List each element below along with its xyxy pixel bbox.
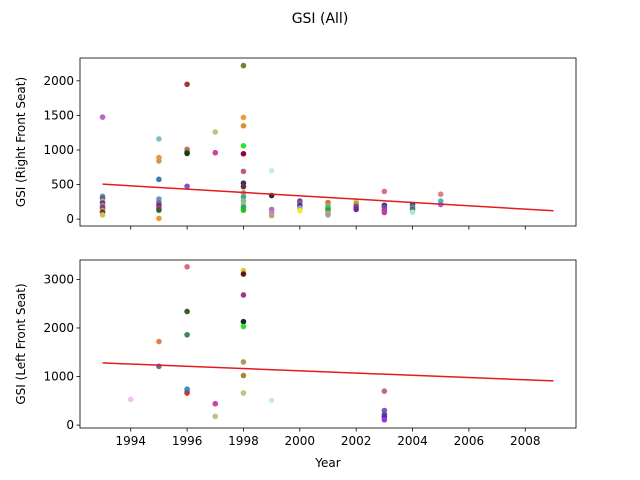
- y-tick-label: 3000: [43, 272, 74, 286]
- chart-left-front-seat: 0 1000 2000 3000 1994 1996 1998 2000 2002 2004 200…: [14, 259, 577, 470]
- data-point: [184, 150, 190, 157]
- plot-frame: [79, 259, 577, 429]
- data-point: [240, 323, 247, 330]
- data-point: [184, 81, 190, 88]
- data-point: [212, 400, 219, 407]
- data-point: [156, 338, 162, 345]
- data-point: [99, 212, 106, 218]
- x-tick-label: 2002: [341, 434, 372, 448]
- x-axis-label: Year: [314, 456, 340, 470]
- x-tick-label: 1996: [172, 434, 203, 448]
- y-tick-label: 500: [51, 178, 74, 192]
- data-point: [268, 167, 275, 174]
- data-point: [240, 194, 247, 200]
- y-tick-label: 0: [66, 418, 74, 432]
- data-point: [240, 62, 247, 69]
- x-tick-label: 1998: [228, 434, 259, 448]
- y-tick-label: 1000: [43, 143, 74, 157]
- x-tick-label: 1994: [115, 434, 146, 448]
- data-point: [297, 207, 303, 214]
- data-point: [212, 413, 219, 420]
- data-point: [156, 207, 162, 213]
- data-point: [240, 359, 247, 365]
- plot-frame: [79, 57, 577, 227]
- y-axis-label: GSI (Left Front Seat): [14, 283, 28, 404]
- y-tick-label: 2000: [43, 321, 74, 335]
- data-point: [184, 308, 190, 315]
- data-point: [156, 176, 162, 183]
- x-tick-label: 2006: [454, 434, 485, 448]
- data-point: [381, 416, 388, 423]
- data-point: [240, 271, 247, 277]
- data-point: [184, 331, 190, 338]
- x-tick-label: 2004: [397, 434, 428, 448]
- data-point: [325, 212, 331, 218]
- data-point: [437, 191, 444, 197]
- data-point: [184, 390, 190, 396]
- trend-line: [102, 183, 554, 212]
- data-point: [240, 150, 247, 157]
- data-point: [156, 215, 162, 222]
- data-point: [381, 388, 388, 394]
- data-point: [240, 372, 247, 379]
- data-point: [184, 183, 190, 190]
- y-tick-label: 2000: [43, 74, 74, 88]
- data-point: [381, 188, 388, 195]
- data-point: [240, 318, 247, 325]
- data-point: [409, 209, 416, 215]
- y-tick-label: 1500: [43, 108, 74, 122]
- figure-title: GSI (All): [292, 11, 349, 27]
- data-point: [212, 129, 219, 135]
- data-point: [99, 114, 106, 120]
- data-point: [268, 212, 275, 219]
- data-point: [240, 207, 247, 213]
- data-point: [268, 397, 275, 404]
- data-point: [381, 209, 388, 216]
- data-point: [127, 396, 134, 403]
- data-point: [240, 114, 247, 121]
- data-point: [156, 136, 162, 142]
- data-point: [353, 206, 359, 213]
- data-point: [212, 149, 219, 156]
- data-point: [240, 183, 247, 190]
- data-point: [184, 263, 190, 270]
- data-point: [240, 122, 247, 129]
- trend-line: [102, 362, 554, 382]
- data-point: [240, 168, 247, 175]
- x-tick-label: 2000: [285, 434, 316, 448]
- y-tick-label: 0: [66, 212, 74, 226]
- data-point: [240, 390, 247, 396]
- data-point: [381, 407, 388, 414]
- data-point: [240, 143, 247, 149]
- data-point: [240, 292, 247, 298]
- y-axis-label: GSI (Right Front Seat): [14, 77, 28, 207]
- y-tick-label: 1000: [43, 370, 74, 384]
- data-point: [156, 158, 162, 164]
- x-tick-label: 2008: [510, 434, 541, 448]
- chart-right-front-seat: 0 500 1000 1500 2000 GSI (Right Front Seat): [14, 57, 577, 230]
